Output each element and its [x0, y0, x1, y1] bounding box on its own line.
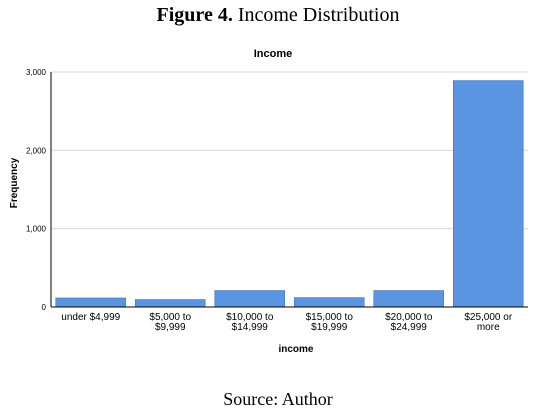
x-tick-label: $5,000 to $9,999 [149, 312, 191, 333]
source-note: Source: Author [223, 389, 333, 409]
y-tick-labels: 0 1,000 2,000 3,000 [26, 68, 47, 312]
y-tick-label: 3,000 [26, 68, 47, 77]
bars [55, 80, 524, 308]
x-tick-labels: under $4,999 $5,000 to $9,999 $10,000 to $14… [61, 312, 513, 333]
chart-title: Income [254, 48, 293, 60]
axes [50, 72, 528, 308]
bar [55, 297, 127, 308]
bar [134, 299, 206, 308]
y-tick-label: 1,000 [26, 225, 47, 234]
x-tick-label: $20,000 to $24,999 [385, 312, 433, 333]
gridlines [51, 71, 528, 230]
x-tick-label: $10,000 to $14,999 [226, 312, 274, 333]
x-axis-label: income [278, 344, 313, 355]
bar [293, 297, 365, 308]
y-tick-label: 0 [42, 303, 47, 312]
y-axis-label: Frequency [9, 157, 20, 208]
bar [452, 80, 524, 308]
figure-caption: Figure 4. Income Distribution [0, 4, 556, 27]
bar [373, 290, 445, 308]
y-tick-label: 2,000 [26, 146, 47, 155]
figure-title: Income Distribution [237, 4, 400, 26]
figure-label: Figure 4. [156, 4, 233, 26]
x-tick-label: $25,000 or more [464, 312, 512, 333]
x-tick-label: $15,000 to $19,999 [306, 312, 354, 333]
bar [214, 290, 286, 308]
x-tick-label: under $4,999 [61, 312, 120, 323]
